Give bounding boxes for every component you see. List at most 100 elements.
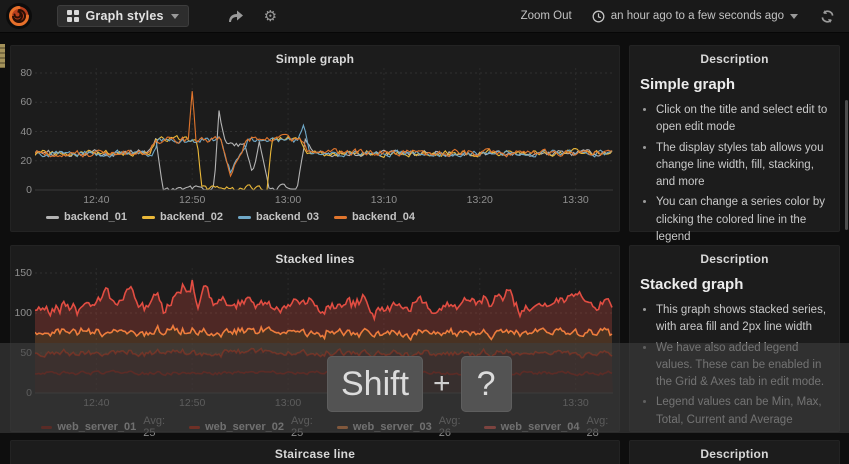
time-range-picker[interactable]: an hour ago to a few seconds ago: [592, 10, 798, 23]
share-button[interactable]: [227, 9, 244, 23]
grafana-logo-icon[interactable]: [6, 3, 32, 29]
y-tick-label: 100: [14, 307, 32, 319]
plus-separator: +: [433, 367, 451, 400]
legend-color-swatch[interactable]: [484, 425, 496, 429]
panel-description-simple: Description Simple graph Click on the ti…: [629, 45, 840, 243]
y-tick-label: 20: [20, 154, 32, 167]
description-bullets: Click on the title and select edit to op…: [640, 102, 829, 246]
simple-graph-chart[interactable]: [35, 64, 613, 196]
legend-item[interactable]: backend_04: [333, 211, 415, 223]
series-line-backend_03: [35, 123, 613, 175]
legend-item[interactable]: backend_02: [141, 211, 223, 223]
shift-keycap: Shift: [327, 356, 424, 412]
stacked-lines-chart[interactable]: [35, 264, 613, 398]
chevron-down-icon: [790, 13, 798, 19]
y-tick-label: 0: [26, 184, 32, 196]
zoom-out-button[interactable]: Zoom Out: [520, 10, 572, 22]
x-tick-label: 12:40: [83, 194, 110, 206]
panel-description-staircase: Description: [629, 440, 840, 464]
legend-series-name: backend_03: [255, 211, 319, 223]
x-tick-label: 12:50: [179, 194, 206, 206]
settings-button[interactable]: ⚙: [264, 9, 277, 24]
question-keycap: ?: [460, 356, 512, 412]
top-navbar: Graph styles ⚙ Zoom Out an hour ago to a…: [0, 0, 849, 33]
y-tick-label: 50: [20, 347, 32, 359]
y-tick-label: 0: [26, 387, 32, 399]
dashboard-picker-button[interactable]: Graph styles: [57, 5, 189, 27]
legend-item[interactable]: web_server_02 Avg: 25: [188, 415, 324, 439]
legend-avg-value: Avg: 25: [291, 415, 313, 439]
panel-description-stacked: Description Stacked graph This graph sho…: [629, 245, 840, 432]
legend-color-swatch[interactable]: [46, 215, 59, 219]
bullet-item: Legend values can be Min, Max, Total, Cu…: [656, 394, 829, 429]
y-tick-label: 60: [20, 96, 32, 109]
clock-icon: [592, 10, 605, 22]
legend-color-swatch[interactable]: [333, 215, 347, 219]
legend-color-swatch[interactable]: [41, 425, 53, 429]
panel-stacked-lines: Stacked lines 150 100 50 0 12:40 12:50 13:00 1…: [10, 245, 620, 439]
bullet-item: Click on the title and select edit to op…: [656, 102, 829, 137]
panel-title[interactable]: Description: [700, 252, 769, 266]
description-body: Simple graph Click on the title and sele…: [630, 66, 839, 246]
legend-item[interactable]: backend_01: [46, 211, 127, 223]
legend-series-name: backend_02: [159, 211, 223, 223]
dashboard-grid-icon: [67, 10, 79, 22]
legend: backend_01 backend_02 backend_03 backend_04: [46, 211, 415, 223]
navbar-right: Zoom Out an hour ago to a few seconds ag…: [521, 9, 835, 24]
y-tick-label: 80: [20, 67, 32, 79]
legend-series-name: backend_01: [64, 211, 127, 223]
panel-title[interactable]: Staircase line: [274, 447, 356, 461]
x-tick-label: 13:00: [274, 397, 302, 409]
description-body: Stacked graph This graph shows stacked s…: [630, 266, 839, 429]
x-tick-label: 13:00: [274, 194, 302, 206]
scrollbar-thumb[interactable]: [845, 100, 848, 230]
legend-color-swatch[interactable]: [141, 215, 155, 219]
bullet-item: This graph shows stacked series, with ar…: [656, 302, 829, 337]
x-tick-label: 12:50: [179, 397, 206, 409]
side-menu-edge: [0, 44, 5, 68]
panel-title[interactable]: Simple graph: [275, 52, 355, 66]
legend-series-name: web_server_03: [352, 421, 432, 433]
legend-color-swatch[interactable]: [188, 425, 201, 429]
legend-item[interactable]: web_server_03 Avg: 26: [336, 415, 472, 439]
y-axis: 150 100 50 0: [11, 264, 32, 404]
chevron-down-icon: [170, 13, 179, 19]
legend-series-name: web_server_04: [500, 421, 580, 433]
panel-title[interactable]: Description: [700, 52, 769, 66]
refresh-icon: [821, 9, 834, 23]
bullet-item: We have also added legend values. These …: [656, 340, 829, 392]
panel-title[interactable]: Description: [700, 447, 769, 461]
legend: web_server_01 Avg: 25 web_server_02 Avg: 25…: [41, 415, 619, 439]
x-tick-label: 13:30: [562, 194, 589, 206]
legend-avg-value: Avg: 28: [586, 415, 609, 439]
legend-series-name: web_server_01: [57, 421, 137, 433]
dashboard-title: Graph styles: [85, 9, 164, 23]
legend-item[interactable]: backend_03: [237, 211, 319, 223]
series-line-web_server_03: [35, 323, 613, 342]
time-range-label: an hour ago to a few seconds ago: [610, 10, 784, 22]
bullet-item: The display styles tab allows you change…: [656, 140, 829, 192]
legend-series-name: backend_04: [351, 211, 415, 223]
legend-avg-value: Avg: 25: [143, 415, 166, 439]
legend-color-swatch[interactable]: [237, 215, 251, 219]
description-heading: Simple graph: [640, 76, 736, 93]
keyboard-shortcut-hint: Shift + ?: [327, 356, 512, 412]
legend-avg-value: Avg: 26: [438, 415, 461, 439]
refresh-button[interactable]: [820, 9, 835, 24]
panel-title[interactable]: Stacked lines: [275, 252, 355, 266]
legend-item[interactable]: web_server_01 Avg: 25: [41, 415, 176, 439]
series-line-backend_01: [35, 110, 613, 191]
series-line-web_server_04: [35, 279, 613, 322]
series-line-backend_02: [35, 134, 613, 191]
series-area-web_server_04: [35, 280, 612, 340]
bullet-item: You can change a series color by clickin…: [656, 194, 829, 246]
legend-color-swatch[interactable]: [336, 425, 348, 429]
y-tick-label: 40: [20, 125, 32, 138]
x-tick-label: 13:30: [562, 397, 589, 409]
x-tick-label: 12:40: [83, 397, 110, 409]
legend-series-name: web_server_02: [205, 421, 285, 433]
legend-item[interactable]: web_server_04 Avg: 28: [484, 415, 619, 439]
